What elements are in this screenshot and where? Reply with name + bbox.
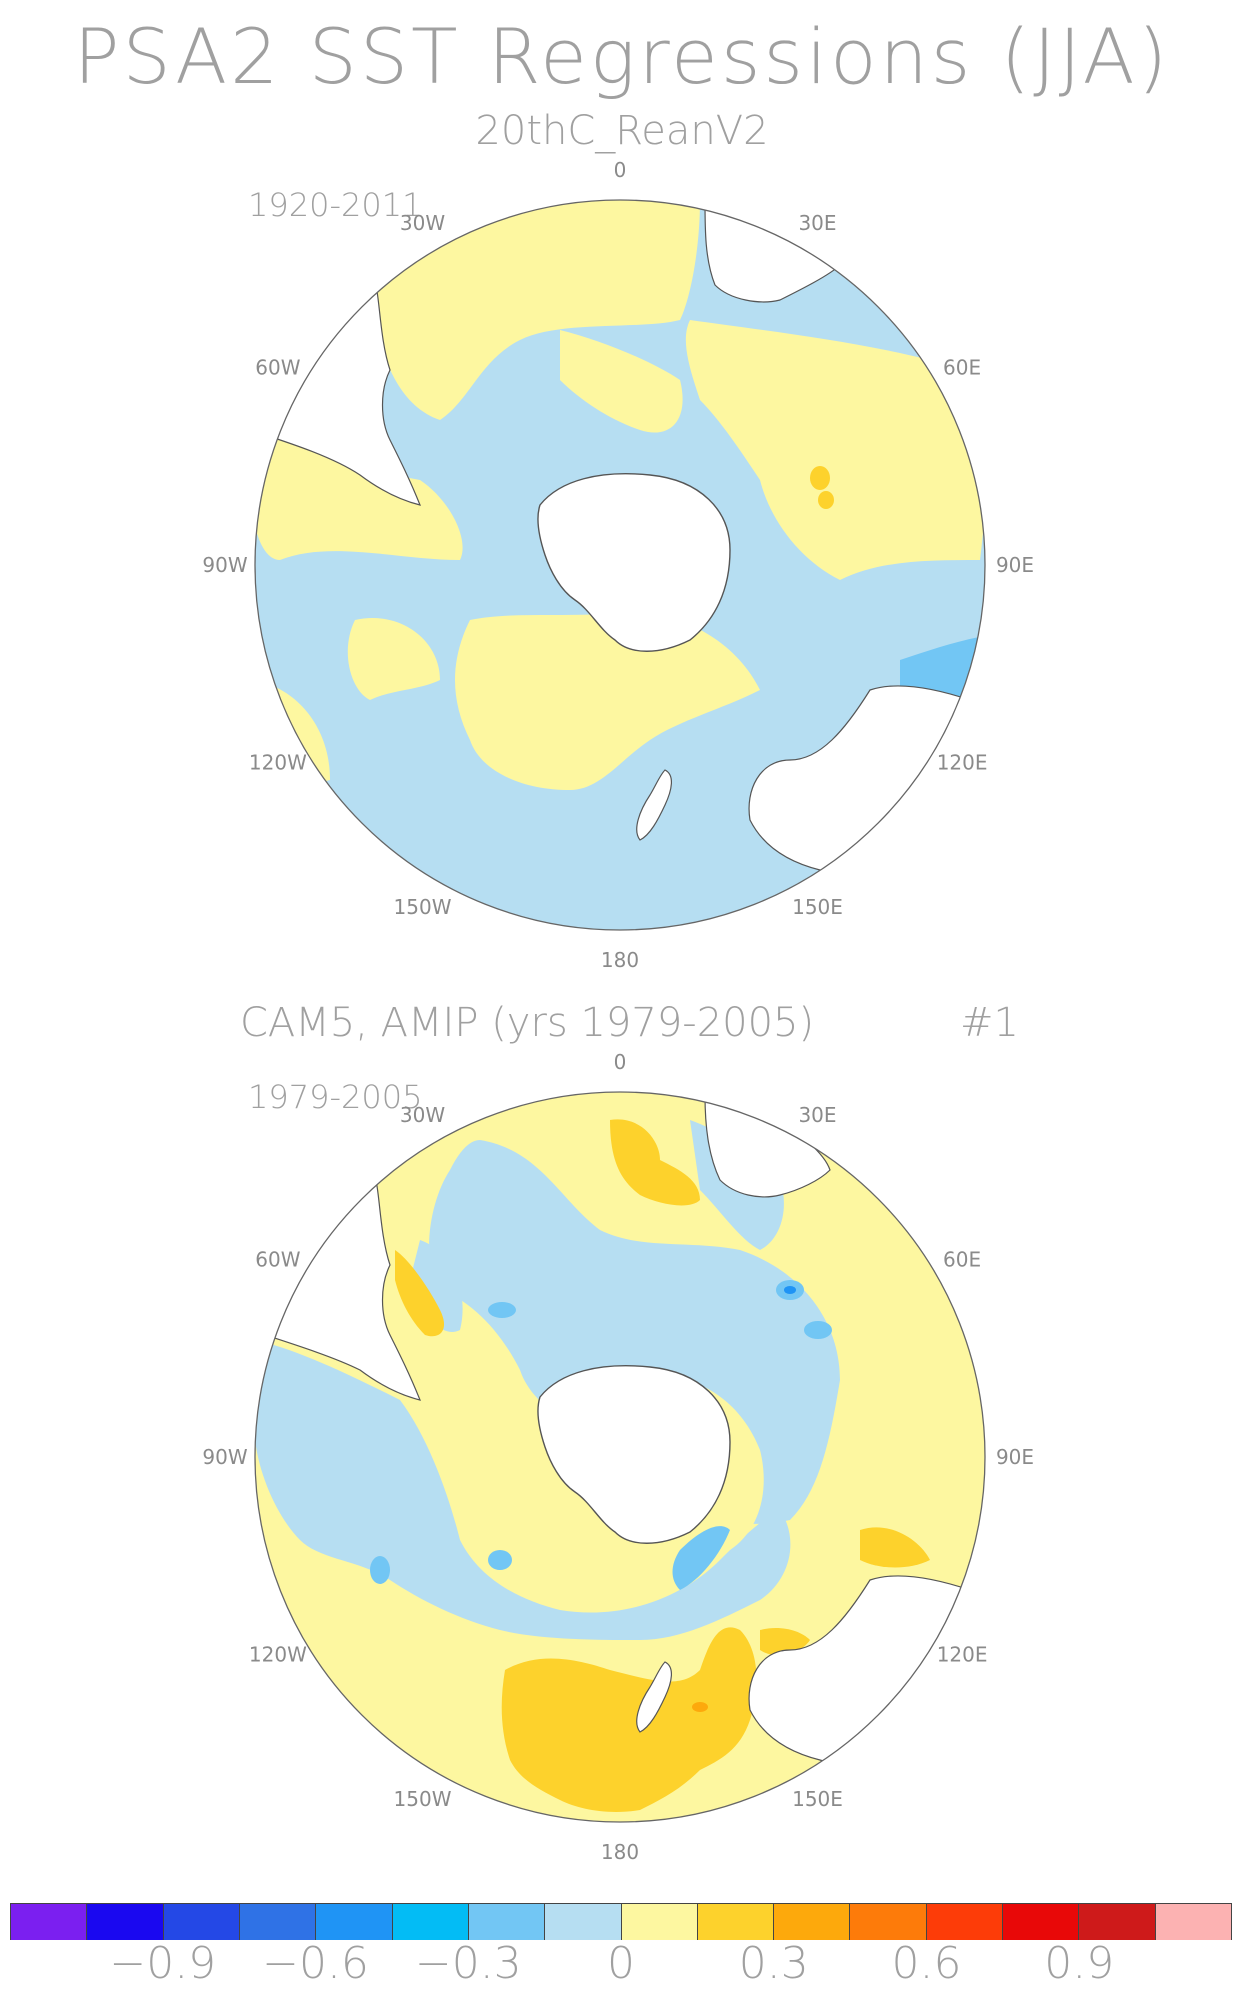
longitude-label: 0 — [614, 1050, 627, 1074]
colorbar-swatch — [1003, 1904, 1080, 1940]
longitude-label: 60W — [255, 1248, 300, 1272]
panel2-title: CAM5, AMIP (yrs 1979-2005) — [240, 1000, 815, 1046]
longitude-label: 90W — [202, 553, 247, 577]
colorbar-swatch — [1155, 1904, 1232, 1940]
colorbar-label: 0.9 — [1044, 1938, 1115, 1989]
colorbar-swatch — [87, 1904, 164, 1940]
panel1-title: 20thC_ReanV2 — [475, 108, 769, 154]
colorbar-swatch — [850, 1904, 927, 1940]
colorbar-label: −0.9 — [109, 1938, 217, 1989]
panel1-positive-region — [685, 320, 985, 580]
panel2-negative-spot — [488, 1302, 516, 1318]
panel1-period: 1920-2011 — [248, 186, 423, 224]
colorbar-swatch — [468, 1904, 546, 1940]
longitude-label: 150W — [394, 895, 452, 919]
panel2-tag: #1 — [960, 1000, 1019, 1046]
panel2-negative-spot — [488, 1550, 512, 1570]
colorbar-swatch — [10, 1904, 88, 1940]
main-title: PSA2 SST Regressions (JJA) — [73, 12, 1171, 101]
panel1-positive-region — [368, 200, 700, 420]
longitude-label: 120W — [249, 751, 307, 775]
panel1-landmass-antarctica — [537, 473, 731, 652]
longitude-label: 120W — [249, 1643, 307, 1667]
colorbar-swatch — [163, 1904, 240, 1940]
colorbar-label: 0 — [607, 1938, 635, 1989]
panel1-positive-region — [455, 610, 760, 790]
panel2-negative-spot — [672, 1526, 730, 1590]
longitude-label: 60E — [943, 356, 981, 380]
panel2-negative-spot — [804, 1321, 832, 1339]
panel2-positive-spot — [692, 1702, 708, 1712]
colorbar-label: −0.6 — [262, 1938, 369, 1989]
panel2-polar-map: 0 30E 60E 90E 120E 150E 180 150W 120W 90W 60W 30W — [202, 1050, 1034, 1864]
panel1-polar-map: 0 30E 60E 90E 120E 150E 180 150W 120W 90W 60W 30W — [202, 158, 1034, 970]
longitude-label: 0 — [614, 158, 627, 182]
colorbar-swatch — [392, 1904, 469, 1940]
colorbar — [10, 1903, 1232, 1940]
colorbar-swatch — [926, 1904, 1004, 1940]
panel1-positive-spot — [810, 466, 830, 490]
panel1-positive-region — [255, 438, 463, 560]
panel1-map-boundary — [254, 199, 986, 931]
panel2-period: 1979-2005 — [248, 1078, 423, 1116]
panel1-longitude-labels: 0 30E 60E 90E 120E 150E 180 150W 120W 90W 60W 30W — [202, 158, 1034, 970]
longitude-label: 30W — [400, 1103, 445, 1127]
panel2-negative-spot — [370, 1556, 390, 1584]
panel2-positive-strong — [610, 1119, 700, 1206]
colorbar-label: −0.3 — [414, 1938, 522, 1989]
panel2-landmass-antarctica — [537, 1365, 731, 1544]
colorbar-swatch — [697, 1904, 775, 1940]
colorbar-swatch — [316, 1904, 393, 1940]
panel2-longitude-labels: 0 30E 60E 90E 120E 150E 180 150W 120W 90W 60W 30W — [202, 1050, 1034, 1864]
longitude-label: 30E — [798, 211, 836, 235]
colorbar-swatch — [545, 1904, 622, 1940]
panel2-negative-spot — [784, 1286, 796, 1294]
panel2-positive-strong — [501, 1627, 757, 1812]
longitude-label: 60E — [943, 1248, 981, 1272]
longitude-label: 150E — [792, 895, 843, 919]
colorbar-swatch — [1079, 1904, 1156, 1940]
panel2-landmass-new-zealand — [636, 1661, 672, 1733]
colorbar-swatch — [774, 1904, 851, 1940]
longitude-label: 90W — [202, 1445, 247, 1469]
panel1-positive-spot — [818, 491, 834, 509]
longitude-label: 90E — [996, 1445, 1034, 1469]
longitude-label: 180 — [601, 1840, 639, 1864]
panel2-positive-strong — [395, 1250, 445, 1337]
panel1-landmass-new-zealand — [636, 769, 672, 841]
longitude-label: 60W — [255, 356, 300, 380]
longitude-label: 90E — [996, 553, 1034, 577]
panel2-map-boundary — [254, 1091, 986, 1823]
longitude-label: 120E — [937, 1643, 988, 1667]
longitude-label: 150W — [394, 1787, 452, 1811]
colorbar-label: 0.6 — [891, 1938, 962, 1989]
panel2-negative-region — [410, 1240, 463, 1332]
panel1-positive-region — [347, 618, 440, 700]
colorbar-swatch — [621, 1904, 698, 1940]
longitude-label: 150E — [792, 1787, 843, 1811]
panel2-positive-strong — [760, 1628, 810, 1656]
colorbar-swatch — [239, 1904, 317, 1940]
colorbar-label: 0.3 — [738, 1938, 809, 1989]
longitude-label: 30W — [400, 211, 445, 235]
longitude-label: 30E — [798, 1103, 836, 1127]
longitude-label: 180 — [601, 948, 639, 970]
panel2-positive-strong — [860, 1527, 930, 1568]
longitude-label: 120E — [937, 751, 988, 775]
panel1-positive-region — [560, 330, 683, 433]
